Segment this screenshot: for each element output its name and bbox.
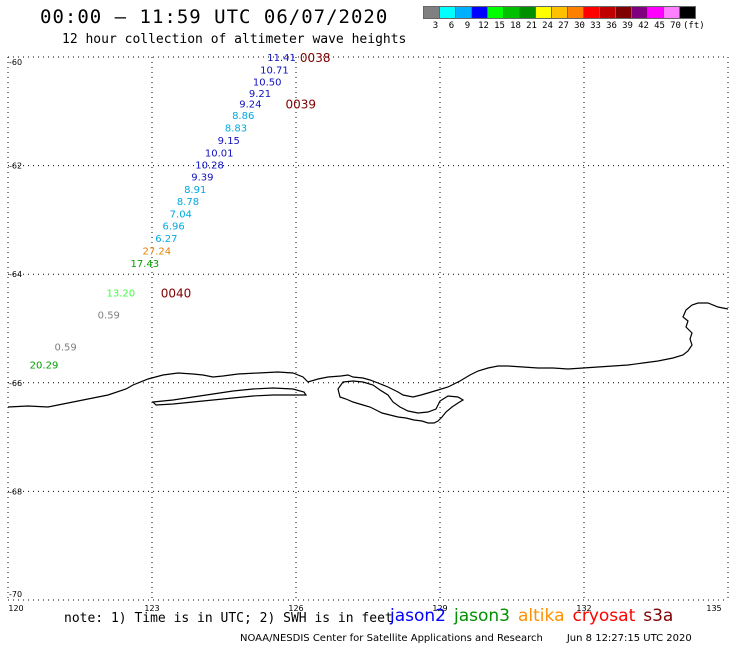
scale-label: 24 — [542, 21, 553, 31]
antarctic-coastline — [7, 302, 729, 408]
pass-time-label: 0040 — [161, 287, 192, 301]
scale-label: 18 — [510, 21, 521, 31]
scale-label: 3 — [432, 21, 439, 31]
scale-swatch — [599, 6, 616, 19]
scale-label: 15 — [494, 21, 505, 31]
coastline-tongue — [151, 387, 308, 406]
scale-swatch — [583, 6, 600, 19]
wave-height-value: 10.71 — [260, 65, 289, 76]
wave-height-value: 27.24 — [142, 246, 171, 257]
pass-time-labels: 0038 0039 0040 — [161, 51, 331, 301]
latitude-label: -68 — [9, 487, 22, 496]
wave-height-value: 6.96 — [162, 221, 184, 232]
scale-swatch — [567, 6, 584, 19]
scale-label: 21 — [526, 21, 537, 31]
satellite-cryosat: cryosat — [572, 606, 636, 626]
scale-label: 36 — [606, 21, 617, 31]
wave-height-value: 0.59 — [54, 342, 76, 353]
satellite-jason2: jason2 — [390, 606, 446, 626]
longitude-label: 123 — [144, 604, 159, 613]
wave-height-value: 13.20 — [106, 289, 135, 300]
satellite-altika: altika — [518, 606, 565, 626]
scale-swatch — [519, 6, 536, 19]
scale-label: 9 — [464, 21, 471, 31]
scale-swatch — [535, 6, 552, 19]
wave-height-value: 8.86 — [232, 111, 254, 122]
footnote: note: 1) Time is in UTC; 2) SWH is in fe… — [64, 611, 393, 626]
scale-swatch — [455, 6, 472, 19]
scale-swatch — [439, 6, 456, 19]
wave-height-value: 9.15 — [218, 136, 240, 147]
scale-swatch — [663, 6, 680, 19]
wave-height-value: 7.04 — [170, 209, 192, 220]
wave-height-value: 8.91 — [184, 185, 206, 196]
satellite-s3a: s3a — [643, 606, 674, 626]
latitude-label: -64 — [9, 270, 22, 279]
wave-height-value: 10.50 — [253, 77, 282, 88]
scale-label: 30 — [574, 21, 585, 31]
scale-swatch — [551, 6, 568, 19]
longitude-label: 129 — [432, 604, 447, 613]
scale-swatch — [679, 6, 696, 19]
pass-time-label: 0039 — [286, 98, 317, 112]
scale-label: 33 — [590, 21, 601, 31]
wave-height-value: 10.01 — [205, 149, 234, 160]
wave-height-value: 9.21 — [249, 89, 271, 100]
scale-label: 70 — [670, 21, 681, 31]
scale-label: 27 — [558, 21, 569, 31]
satellite-legend: jason2 jason3 altika cryosat s3a — [390, 606, 681, 626]
altimeter-map: -60 -62 -64 -66 -68 -70 120 123 126 129 132 135 11.… — [7, 51, 729, 613]
wave-height-value: 8.83 — [225, 124, 247, 135]
wave-height-value: 6.27 — [155, 234, 177, 245]
scale-label: 45 — [654, 21, 665, 31]
generated-timestamp: Jun 8 12:27:15 UTC 2020 — [566, 633, 692, 644]
scale-label: 12 — [478, 21, 489, 31]
wave-height-value: 9.24 — [239, 100, 261, 111]
latitude-label: -66 — [9, 379, 22, 388]
longitude-label: 126 — [288, 604, 303, 613]
map-title: 00:00 – 11:59 UTC 06/07/2020 — [40, 6, 389, 28]
wave-height-value: 10.28 — [195, 161, 224, 172]
scale-label: (ft) — [683, 21, 705, 31]
longitude-label: 132 — [576, 604, 591, 613]
pass-time-label: 0038 — [300, 51, 331, 65]
satellite-jason3: jason3 — [454, 606, 510, 626]
scale-label: 42 — [638, 21, 649, 31]
longitude-label: 135 — [706, 604, 721, 613]
graticule: -60 -62 -64 -66 -68 -70 120 123 126 129 132 135 — [7, 56, 729, 613]
scale-swatch — [471, 6, 488, 19]
latitude-label: -70 — [9, 590, 22, 599]
wave-height-value: 17.43 — [130, 259, 159, 270]
latitude-label: -60 — [9, 58, 22, 67]
wave-height-value: 9.39 — [191, 172, 213, 183]
scale-swatch — [631, 6, 648, 19]
scale-swatch — [423, 6, 440, 19]
wave-height-value: 8.78 — [177, 197, 199, 208]
wave-height-value: 11.41 — [267, 53, 296, 64]
latitude-label: -62 — [9, 162, 22, 171]
wave-height-value: 0.59 — [98, 310, 120, 321]
longitude-label: 120 — [8, 604, 23, 613]
scale-swatch — [503, 6, 520, 19]
wave-height-color-scale — [423, 6, 696, 19]
scale-swatch — [615, 6, 632, 19]
scale-label: 39 — [622, 21, 633, 31]
scale-label: 6 — [448, 21, 455, 31]
scale-swatch — [647, 6, 664, 19]
credit-line: NOAA/NESDIS Center for Satellite Applica… — [240, 633, 692, 644]
scale-swatch — [487, 6, 504, 19]
credit-text: NOAA/NESDIS Center for Satellite Applica… — [240, 633, 543, 644]
map-subtitle: 12 hour collection of altimeter wave hei… — [62, 32, 407, 47]
wave-height-value: 20.29 — [30, 360, 59, 371]
coastline-inlet — [337, 380, 465, 424]
